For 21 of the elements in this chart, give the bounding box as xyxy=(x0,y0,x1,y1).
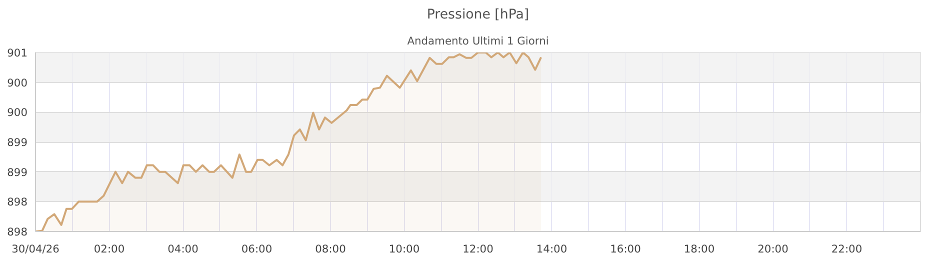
x-tick-label: 12:00 xyxy=(462,242,494,256)
y-tick-label: 899 xyxy=(7,136,28,149)
x-tick-label: 30/04/26 xyxy=(12,242,60,256)
x-tick-label: 08:00 xyxy=(315,242,346,256)
y-tick-label: 898 xyxy=(7,196,28,209)
x-tick-label: 20:00 xyxy=(758,242,789,256)
y-tick-label: 899 xyxy=(7,166,28,179)
chart-title: Pressione [hPa] xyxy=(426,8,530,22)
y-tick-label: 898 xyxy=(7,226,28,238)
x-tick-label: 04:00 xyxy=(168,242,199,256)
x-tick-label: 02:00 xyxy=(94,242,125,256)
x-tick-label: 14:00 xyxy=(536,242,568,256)
x-tick-label: 18:00 xyxy=(684,242,715,256)
chart-subtitle: Andamento Ultimi 1 Giorni xyxy=(407,34,549,48)
x-tick-label: 22:00 xyxy=(831,242,862,256)
x-tick-label: 10:00 xyxy=(388,242,420,256)
y-tick-label: 901 xyxy=(7,46,28,60)
y-tick-label: 900 xyxy=(7,106,28,120)
x-tick-label: 06:00 xyxy=(241,242,272,256)
x-tick-label: 16:00 xyxy=(610,242,642,256)
y-tick-label: 900 xyxy=(7,76,28,90)
